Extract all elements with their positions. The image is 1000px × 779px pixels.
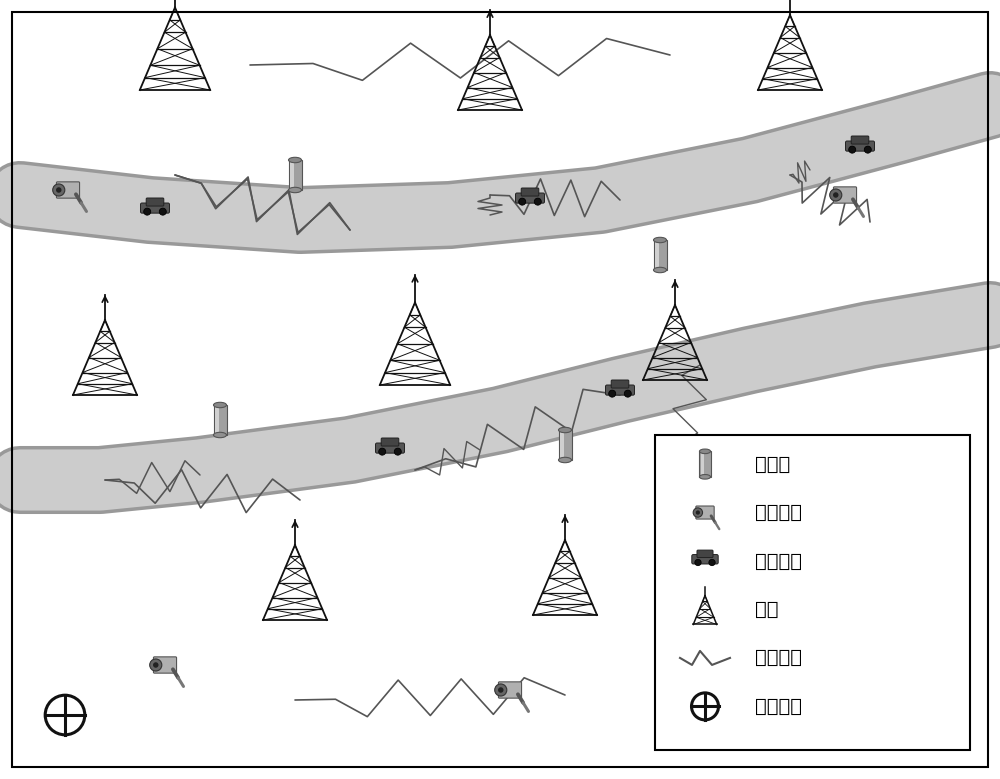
Bar <box>654 240 666 270</box>
FancyBboxPatch shape <box>846 141 874 151</box>
Circle shape <box>56 187 62 192</box>
Bar <box>560 431 564 459</box>
Ellipse shape <box>654 267 666 273</box>
Circle shape <box>709 559 715 566</box>
Text: 天气雷达: 天气雷达 <box>755 697 802 716</box>
Circle shape <box>864 146 871 153</box>
Bar <box>290 161 294 189</box>
Circle shape <box>534 198 541 205</box>
Bar <box>701 453 704 476</box>
Circle shape <box>624 390 631 397</box>
Circle shape <box>495 684 507 696</box>
Circle shape <box>519 198 526 205</box>
FancyBboxPatch shape <box>606 385 635 395</box>
FancyBboxPatch shape <box>521 188 539 196</box>
FancyBboxPatch shape <box>376 443 404 453</box>
Circle shape <box>696 510 700 515</box>
Ellipse shape <box>288 157 302 163</box>
FancyBboxPatch shape <box>56 182 80 198</box>
FancyBboxPatch shape <box>516 193 544 203</box>
Circle shape <box>394 448 401 455</box>
FancyBboxPatch shape <box>140 203 170 213</box>
Circle shape <box>693 508 703 517</box>
Ellipse shape <box>214 402 226 407</box>
Circle shape <box>498 687 504 693</box>
FancyBboxPatch shape <box>381 438 399 446</box>
FancyBboxPatch shape <box>611 380 629 388</box>
FancyBboxPatch shape <box>692 555 718 564</box>
FancyBboxPatch shape <box>498 682 522 698</box>
Ellipse shape <box>214 432 226 438</box>
Ellipse shape <box>699 474 711 479</box>
Ellipse shape <box>558 428 572 432</box>
Circle shape <box>695 559 701 566</box>
Ellipse shape <box>699 449 711 453</box>
Bar <box>288 160 302 190</box>
Circle shape <box>159 208 166 215</box>
FancyBboxPatch shape <box>146 198 164 206</box>
Circle shape <box>150 659 162 671</box>
Bar <box>655 435 970 750</box>
Circle shape <box>830 189 842 201</box>
Text: 联网车辆: 联网车辆 <box>755 552 802 570</box>
FancyBboxPatch shape <box>833 187 857 203</box>
Circle shape <box>144 208 151 215</box>
Bar <box>558 430 572 460</box>
FancyBboxPatch shape <box>851 136 869 144</box>
Circle shape <box>153 662 159 668</box>
Bar <box>655 241 659 269</box>
Circle shape <box>609 390 616 397</box>
Circle shape <box>849 146 856 153</box>
Bar <box>699 451 711 477</box>
Circle shape <box>379 448 386 455</box>
Text: 雨量计: 雨量计 <box>755 455 790 474</box>
FancyBboxPatch shape <box>153 657 177 673</box>
Bar <box>214 405 226 435</box>
Circle shape <box>53 184 65 196</box>
Text: 监控设备: 监控设备 <box>755 503 802 522</box>
Text: 微波链路: 微波链路 <box>755 648 802 668</box>
FancyBboxPatch shape <box>696 506 714 519</box>
Text: 基站: 基站 <box>755 600 778 619</box>
Ellipse shape <box>288 187 302 192</box>
Ellipse shape <box>654 238 666 243</box>
Circle shape <box>833 192 839 198</box>
Ellipse shape <box>558 457 572 463</box>
Bar <box>215 406 219 434</box>
FancyBboxPatch shape <box>697 550 713 558</box>
